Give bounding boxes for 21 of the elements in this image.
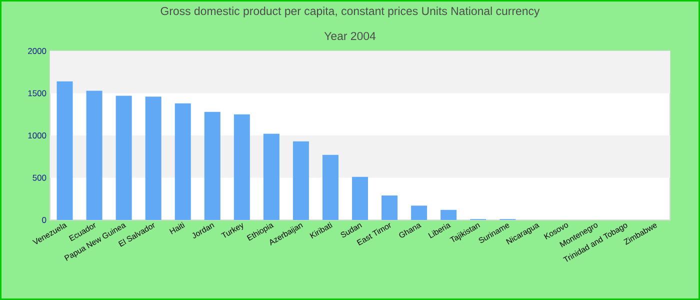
bar xyxy=(292,141,309,220)
bar xyxy=(234,114,250,220)
bar xyxy=(411,206,428,220)
chart-title: Gross domestic product per capita, constant prices Units National currency xyxy=(160,6,540,18)
bar xyxy=(322,154,338,220)
bar xyxy=(382,195,398,220)
bar xyxy=(204,112,220,220)
bar xyxy=(352,176,368,220)
y-tick-label: 1500 xyxy=(28,90,46,96)
bar xyxy=(174,103,191,220)
bar xyxy=(116,96,132,220)
bar xyxy=(56,81,73,220)
y-tick-label: 1000 xyxy=(28,132,46,138)
bar xyxy=(145,96,162,220)
bar xyxy=(440,210,457,220)
bar xyxy=(263,134,280,220)
y-tick-label: 500 xyxy=(32,174,46,181)
bar xyxy=(86,90,102,220)
y-tick-label: 0 xyxy=(42,217,46,223)
y-tick-label: 2000 xyxy=(28,48,46,54)
chart-subtitle: Year 2004 xyxy=(324,32,376,40)
